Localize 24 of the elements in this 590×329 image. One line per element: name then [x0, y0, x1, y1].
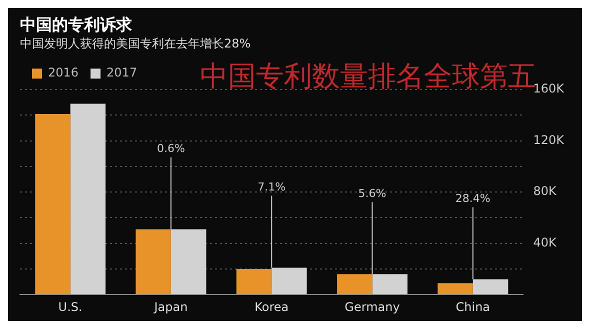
y-tick-label: 120K: [533, 132, 566, 147]
legend-label: 2016: [48, 66, 79, 80]
x-tick-label: China: [456, 300, 490, 314]
chart-title: 中国的专利诉求: [20, 14, 133, 34]
bar: [35, 114, 70, 294]
annotation: 7.1%: [258, 180, 286, 194]
y-tick-label: 80K: [533, 184, 558, 198]
bar: [236, 268, 272, 294]
chart-subtitle: 中国发明人获得的美国专利在去年增长28%: [20, 36, 251, 51]
annotation: 28.4%: [455, 192, 490, 206]
x-tick-label: Japan: [153, 300, 188, 314]
annotation: 0.6%: [156, 142, 185, 156]
y-tick-label: 160K: [533, 82, 566, 96]
annotation: 5.6%: [358, 186, 386, 200]
bar: [70, 104, 106, 294]
bar: [337, 274, 372, 294]
x-tick-label: U.S.: [58, 300, 82, 314]
bar: [438, 283, 473, 294]
legend-label: 2017: [106, 66, 138, 80]
x-tick-label: Korea: [254, 300, 289, 314]
x-tick-label: Germany: [344, 300, 400, 314]
y-tick-label: 40K: [533, 235, 558, 250]
bar: [136, 229, 171, 294]
annotation: 中国专利数量排名全球第五: [200, 59, 536, 92]
